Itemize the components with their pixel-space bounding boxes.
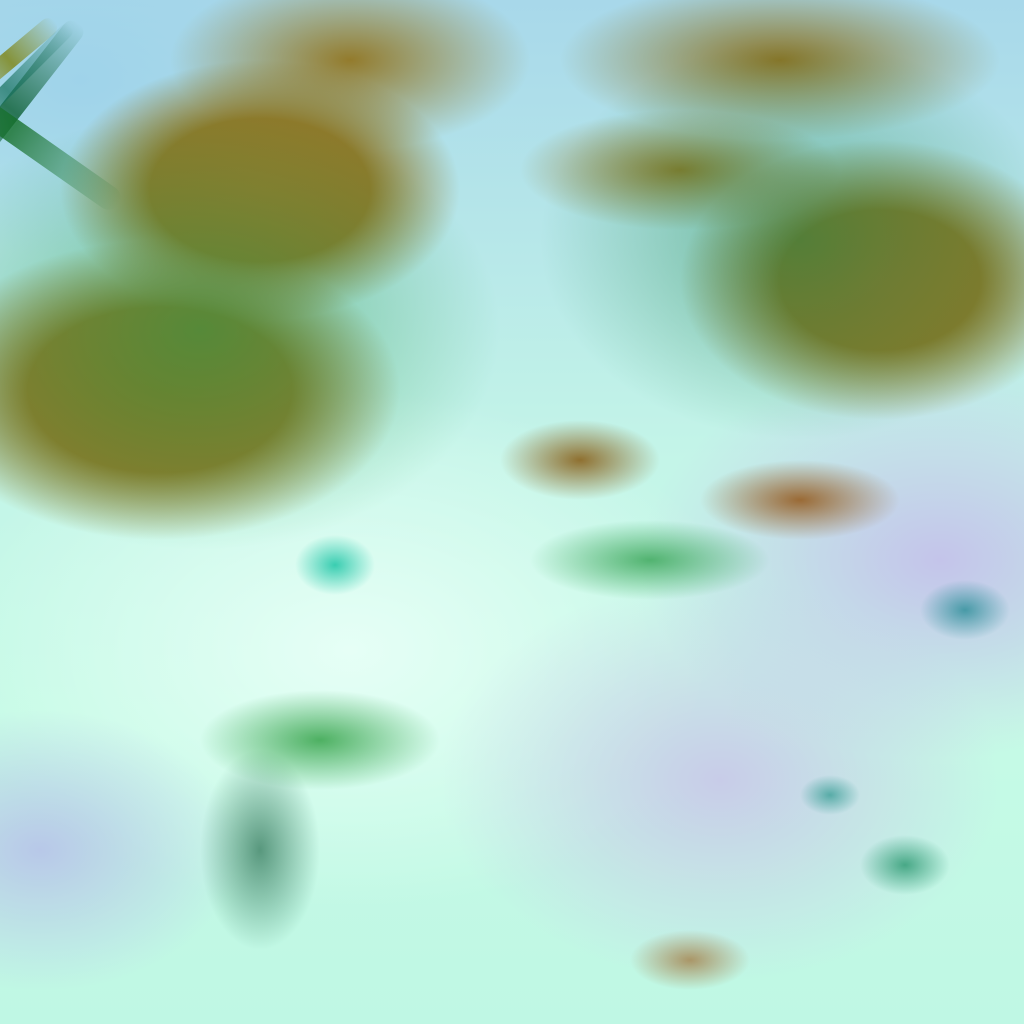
vegetation-layer [0,0,1024,1024]
satellite-image [0,0,1024,1024]
